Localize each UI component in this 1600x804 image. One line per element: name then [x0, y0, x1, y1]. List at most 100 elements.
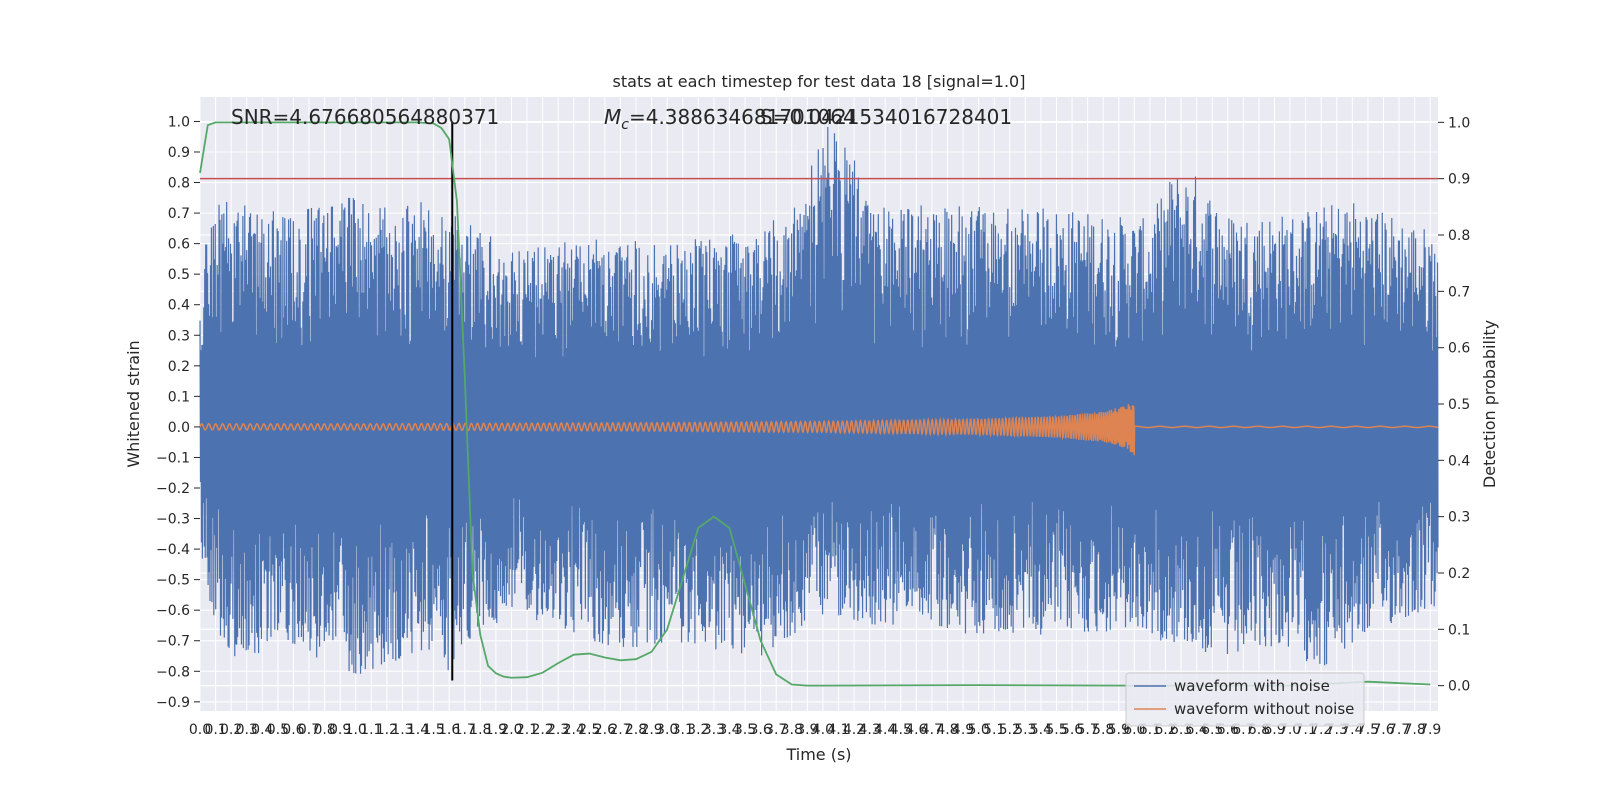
y-tick-label: 0.3 — [168, 328, 190, 344]
x-tick-label: 5.0 — [967, 722, 989, 738]
y-tick-label: −0.9 — [156, 695, 190, 711]
series-detection-probability — [199, 121, 1431, 687]
y2-axis-label: Detection probability — [1480, 320, 1499, 488]
y-tick-label: 0.4 — [168, 298, 190, 314]
x-tick-label: 1.9 — [485, 722, 507, 738]
x-tick-label: 5.3 — [1014, 722, 1036, 738]
x-tick-label: 4.8 — [936, 722, 958, 738]
x-tick-label: 2.2 — [531, 722, 553, 738]
x-tick-label: 1.0 — [345, 722, 367, 738]
y-tick-label: −0.7 — [156, 634, 190, 650]
s-annotation: S=0.0421534016728401 — [760, 105, 1012, 129]
x-tick-label: 4.1 — [827, 722, 849, 738]
y2-tick-label: 0.3 — [1448, 510, 1470, 526]
x-tick-label: 1.6 — [438, 722, 460, 738]
x-tick-label: 3.4 — [718, 722, 740, 738]
y2-tick-label: 0.2 — [1448, 566, 1470, 582]
y2-tick-label: 0.4 — [1448, 453, 1470, 469]
y-tick-label: 0.0 — [168, 420, 190, 436]
x-tick-label: 3.6 — [749, 722, 771, 738]
y2-tick-label: 0.1 — [1448, 622, 1470, 638]
x-tick-label: 3.9 — [796, 722, 818, 738]
y-tick-label: −0.2 — [156, 481, 190, 497]
x-tick-label: 5.2 — [999, 722, 1021, 738]
x-tick-label: 4.9 — [952, 722, 974, 738]
y2-tick-label: 0.9 — [1448, 172, 1470, 188]
y2-tick-label: 0.8 — [1448, 228, 1470, 244]
x-tick-label: 0.7 — [298, 722, 320, 738]
x-tick-label: 3.2 — [687, 722, 709, 738]
y-tick-label: 0.8 — [168, 176, 190, 192]
x-tick-label: 7.7 — [1388, 722, 1410, 738]
x-tick-label: 5.4 — [1030, 722, 1052, 738]
y-tick-label: 0.1 — [168, 389, 190, 405]
x-tick-label: 3.3 — [703, 722, 725, 738]
x-tick-label: 4.2 — [843, 722, 865, 738]
y-tick-label: 1.0 — [168, 114, 190, 130]
x-tick-label: 5.8 — [1092, 722, 1114, 738]
x-tick-label: 2.1 — [516, 722, 538, 738]
x-tick-label: 0.1 — [204, 722, 226, 738]
x-tick-label: 1.1 — [360, 722, 382, 738]
x-tick-label: 1.5 — [422, 722, 444, 738]
series-waveform-with-noise — [199, 126, 1439, 674]
axis-layer: 0.00.10.20.30.40.50.60.70.80.91.01.11.21… — [156, 114, 1470, 738]
x-tick-label: 0.8 — [313, 722, 335, 738]
chart-title: stats at each timestep for test data 18 … — [613, 72, 1026, 91]
x-tick-label: 4.4 — [874, 722, 896, 738]
x-tick-label: 1.8 — [469, 722, 491, 738]
x-tick-label: 4.3 — [858, 722, 880, 738]
mc-subscript: c — [621, 117, 629, 133]
y-tick-label: 0.7 — [168, 206, 190, 222]
x-tick-label: 2.7 — [609, 722, 631, 738]
x-tick-label: 2.9 — [640, 722, 662, 738]
series-layer — [199, 121, 1439, 687]
snr-annotation: SNR=4.676680564880371 — [231, 105, 499, 129]
mc-symbol: M — [604, 105, 621, 129]
x-tick-label: 4.0 — [812, 722, 834, 738]
x-tick-label: 0.0 — [189, 722, 211, 738]
x-tick-label: 1.3 — [391, 722, 413, 738]
x-tick-label: 7.9 — [1419, 722, 1441, 738]
y-tick-label: −0.8 — [156, 664, 190, 680]
y2-tick-label: 0.7 — [1448, 284, 1470, 300]
x-tick-label: 5.6 — [1061, 722, 1083, 738]
x-axis-label: Time (s) — [785, 745, 851, 764]
x-tick-label: 5.7 — [1076, 722, 1098, 738]
x-tick-label: 0.4 — [251, 722, 273, 738]
y2-tick-label: 0.6 — [1448, 341, 1470, 357]
y-tick-label: 0.5 — [168, 267, 190, 283]
y2-tick-label: 0.5 — [1448, 397, 1470, 413]
x-tick-label: 0.6 — [282, 722, 304, 738]
x-tick-label: 3.1 — [672, 722, 694, 738]
y-axis-label: Whitened strain — [124, 340, 143, 467]
x-tick-label: 3.0 — [656, 722, 678, 738]
x-tick-label: 3.8 — [781, 722, 803, 738]
x-tick-label: 2.4 — [563, 722, 585, 738]
x-tick-label: 2.6 — [594, 722, 616, 738]
legend-box — [1125, 672, 1365, 727]
x-tick-label: 5.9 — [1108, 722, 1130, 738]
mc-value: =4.388634681701064 — [629, 105, 856, 129]
x-tick-label: 0.2 — [220, 722, 242, 738]
x-tick-label: 2.8 — [625, 722, 647, 738]
y-tick-label: −0.3 — [156, 512, 190, 528]
y-tick-label: 0.2 — [168, 359, 190, 375]
x-tick-label: 1.7 — [454, 722, 476, 738]
x-tick-label: 0.3 — [236, 722, 258, 738]
x-tick-label: 4.5 — [890, 722, 912, 738]
x-tick-label: 3.7 — [765, 722, 787, 738]
x-tick-label: 3.5 — [734, 722, 756, 738]
x-tick-label: 0.9 — [329, 722, 351, 738]
x-tick-label: 5.1 — [983, 722, 1005, 738]
x-tick-label: 0.5 — [267, 722, 289, 738]
x-tick-label: 4.6 — [905, 722, 927, 738]
x-tick-label: 1.4 — [407, 722, 429, 738]
series-waveform-without-noise — [199, 404, 1439, 456]
y-tick-label: 0.6 — [168, 237, 190, 253]
x-tick-label: 1.2 — [376, 722, 398, 738]
legend: waveform with noise waveform without noi… — [1125, 672, 1365, 727]
y-tick-label: −0.1 — [156, 450, 190, 466]
